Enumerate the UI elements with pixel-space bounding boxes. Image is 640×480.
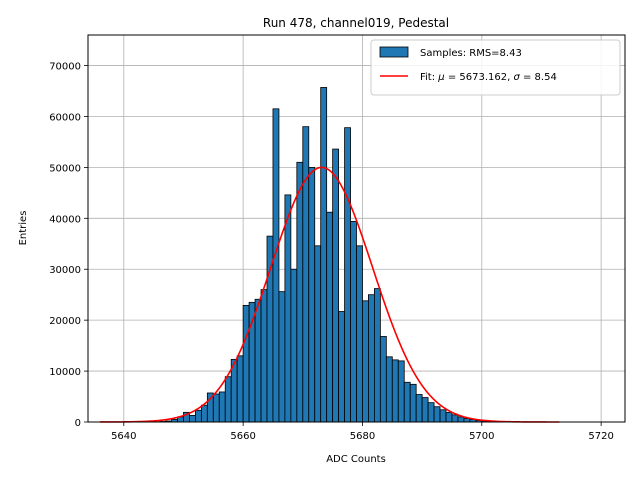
histogram-bar bbox=[439, 409, 447, 423]
x-tick-label: 5680 bbox=[350, 431, 375, 442]
histogram-bar bbox=[391, 359, 399, 423]
histogram-bar bbox=[308, 166, 316, 423]
histogram-bar bbox=[362, 300, 369, 423]
histogram-bar bbox=[397, 360, 405, 423]
y-tick-label: 10000 bbox=[49, 367, 81, 378]
y-tick-label: 40000 bbox=[49, 214, 81, 225]
histogram-bar bbox=[320, 87, 328, 423]
y-tick-label: 50000 bbox=[49, 163, 81, 174]
histogram-bar bbox=[373, 288, 381, 423]
chart-title: Run 478, channel019, Pedestal bbox=[263, 16, 449, 30]
histogram-bar bbox=[379, 336, 387, 423]
x-tick-label: 5720 bbox=[588, 431, 613, 442]
fit-curve bbox=[99, 166, 560, 423]
histogram-bar bbox=[445, 411, 453, 423]
y-axis: 0 10000 20000 30000 40000 50000 60000 70000 bbox=[49, 62, 88, 429]
histogram-bar bbox=[344, 127, 351, 423]
x-tick-label: 5700 bbox=[469, 431, 494, 442]
histogram-bar bbox=[224, 376, 232, 423]
histogram-bar bbox=[194, 409, 202, 423]
legend-fit-prefix: Fit: bbox=[420, 72, 438, 83]
legend-fit-sigma-value: = 8.54 bbox=[520, 72, 557, 83]
histogram-bar bbox=[409, 383, 417, 423]
histogram-bar bbox=[212, 393, 220, 423]
histogram-bar bbox=[457, 416, 465, 423]
legend-box bbox=[370, 39, 621, 96]
histogram-bar bbox=[332, 148, 339, 423]
histogram-bar bbox=[385, 356, 393, 423]
histogram-bar bbox=[296, 161, 304, 423]
histogram-bar bbox=[421, 397, 429, 423]
y-tick-label: 30000 bbox=[49, 265, 81, 276]
histogram-bar bbox=[284, 194, 292, 423]
x-axis: 5640 5660 5680 5700 5720 bbox=[111, 422, 614, 442]
legend: Samples: RMS=8.43 Fit: μ = 5673.162, σ =… bbox=[370, 39, 621, 96]
histogram-bar bbox=[403, 381, 411, 423]
histogram-bar bbox=[242, 304, 250, 423]
x-tick-label: 5640 bbox=[111, 431, 136, 442]
legend-samples-swatch bbox=[379, 46, 409, 58]
histogram-bar bbox=[338, 311, 345, 423]
legend-samples-label: Samples: RMS=8.43 bbox=[420, 48, 522, 59]
histogram-bar bbox=[218, 391, 226, 423]
histogram-bar bbox=[189, 414, 196, 423]
histogram-bar bbox=[463, 418, 471, 423]
histogram-bars bbox=[159, 87, 495, 423]
histogram-bar bbox=[368, 294, 375, 423]
y-tick-label: 20000 bbox=[49, 316, 81, 327]
histogram-bar bbox=[272, 108, 280, 423]
y-axis-title: Entries bbox=[18, 211, 29, 246]
histogram-bar bbox=[451, 414, 459, 423]
histogram-bar bbox=[254, 298, 262, 423]
histogram-bar bbox=[415, 394, 423, 423]
x-axis-title: ADC Counts bbox=[326, 454, 386, 465]
histogram-bar bbox=[314, 245, 322, 423]
plot-frame bbox=[87, 34, 626, 423]
histogram-bar bbox=[290, 268, 298, 423]
legend-fit-mu-value: = 5673.162, bbox=[445, 72, 514, 83]
histogram-bar bbox=[260, 289, 268, 423]
y-tick-label: 60000 bbox=[49, 112, 81, 123]
histogram-bar bbox=[433, 406, 441, 423]
y-tick-label: 70000 bbox=[49, 62, 81, 73]
legend-fit-label: Fit: μ = 5673.162, σ = 8.54 bbox=[420, 72, 557, 83]
histogram-bar bbox=[427, 402, 435, 423]
histogram-bar bbox=[350, 220, 357, 423]
legend-fit-mu-symbol: μ bbox=[437, 72, 444, 83]
histogram-bar bbox=[302, 126, 310, 423]
x-tick-label: 5660 bbox=[230, 431, 255, 442]
fit-curve-layer bbox=[99, 166, 560, 423]
legend-fit-sigma-symbol: σ bbox=[513, 72, 520, 83]
histogram-bar bbox=[200, 404, 208, 423]
histogram-bar bbox=[278, 291, 286, 423]
histogram-bar bbox=[236, 355, 244, 423]
histogram-bar bbox=[356, 245, 363, 423]
y-tick-label: 0 bbox=[75, 418, 81, 429]
histogram-bar bbox=[326, 211, 334, 423]
